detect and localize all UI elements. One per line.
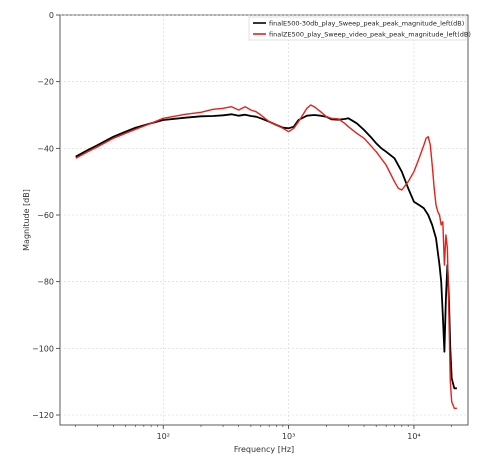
y-tick-label: −120 <box>32 411 54 420</box>
x-tick-label: 10² <box>157 432 170 441</box>
grid <box>60 14 468 425</box>
ticks: 10² 10³ 10⁴ 0 −20 −40 −60 −80 −100 −120 <box>32 11 452 441</box>
legend: finalE500-30db_play_Sweep_peak_peak_magn… <box>248 16 471 41</box>
y-tick-label: −20 <box>37 78 54 87</box>
series-line-1 <box>75 113 457 390</box>
y-tick-label: 0 <box>49 11 54 20</box>
y-tick-label: −60 <box>37 211 54 220</box>
x-tick-label: 10⁴ <box>407 432 420 441</box>
x-axis-label: Frequency [Hz] <box>234 445 294 454</box>
series-line-2 <box>75 104 457 409</box>
y-axis-label: Magnitude [dB] <box>22 189 31 251</box>
plot-area <box>59 14 469 426</box>
series-lines <box>75 104 457 409</box>
legend-label-series-1: finalE500-30db_play_Sweep_peak_peak_magn… <box>269 20 464 28</box>
y-tick-label: −100 <box>32 344 54 353</box>
legend-label-series-2: finalZE500_play_Sweep_video_peak_peak_ma… <box>269 31 471 39</box>
y-tick-label: −40 <box>37 144 54 153</box>
y-tick-label: −80 <box>37 278 54 287</box>
x-tick-label: 10³ <box>282 432 295 441</box>
legend-box <box>248 16 467 41</box>
